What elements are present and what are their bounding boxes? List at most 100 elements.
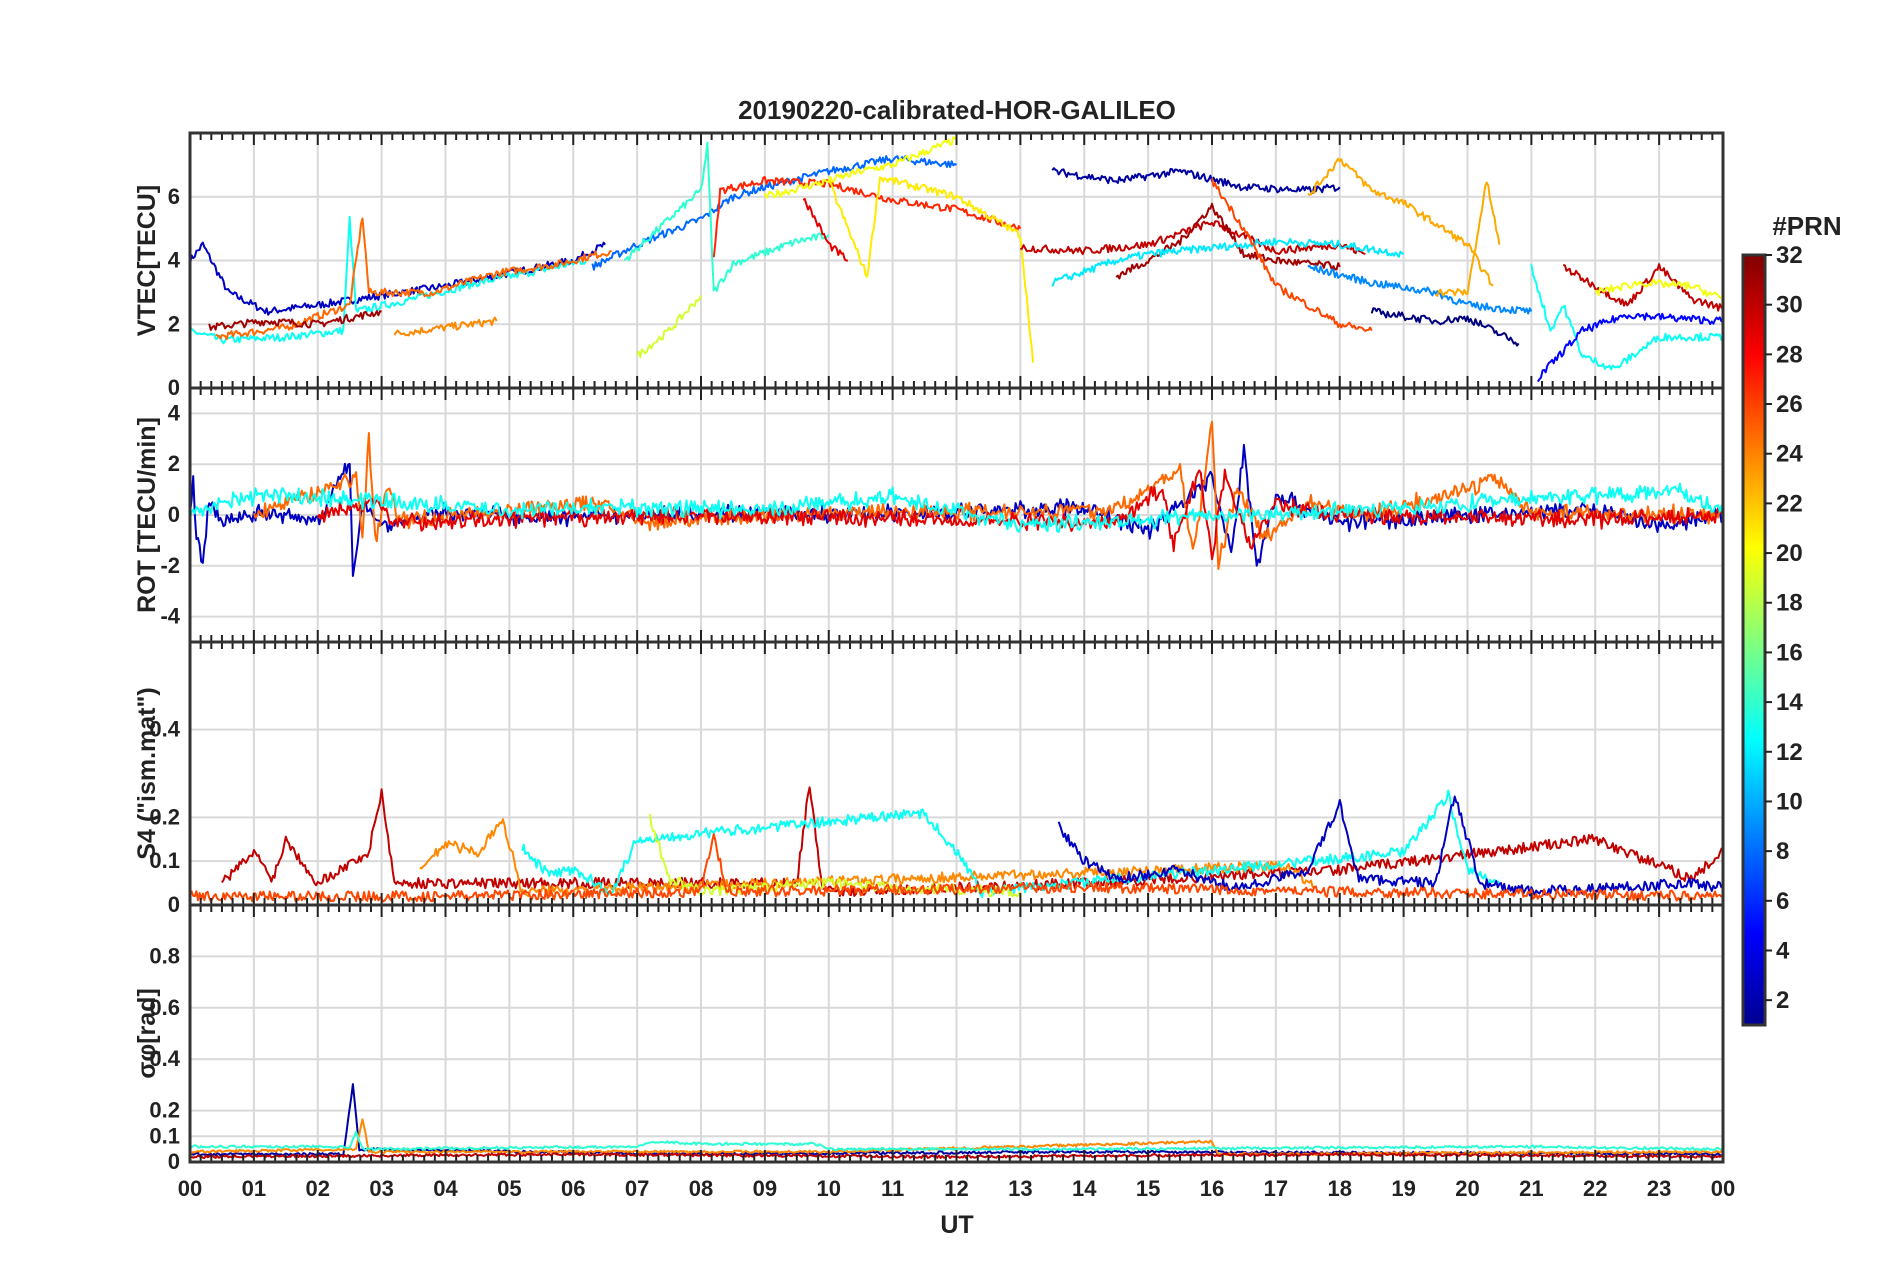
x-tick-label: 13 <box>1008 1176 1032 1201</box>
colorbar-tick-label: 28 <box>1776 341 1803 368</box>
x-tick-label: 14 <box>1072 1176 1097 1201</box>
y-axis-label-rot: ROT [TECU/min] <box>133 417 161 613</box>
series-line-prn-23 <box>1434 181 1501 297</box>
panel-vtec: 0 2 4 6 VTEC[TECU] <box>133 131 1725 400</box>
series-line-prn-13 <box>190 215 587 345</box>
y-tick-label: 2 <box>168 311 180 336</box>
series-line-prn-13 <box>521 789 1501 898</box>
y-tick-label: 0 <box>168 1149 180 1174</box>
x-tick-label: 09 <box>753 1176 777 1201</box>
colorbar-tick-label: 8 <box>1776 838 1789 865</box>
y-tick-label: 0.1 <box>149 848 180 873</box>
x-tick-label: 20 <box>1455 1176 1479 1201</box>
x-tick-label: 17 <box>1264 1176 1288 1201</box>
colorbar-tick-label: 18 <box>1776 590 1803 617</box>
series-line-prn-25 <box>215 217 612 341</box>
x-tick-label: 18 <box>1328 1176 1352 1201</box>
series-line-prn-5 <box>1536 312 1723 383</box>
y-tick-label: 6 <box>168 184 180 209</box>
x-tick-label: 10 <box>817 1176 841 1201</box>
colorbar-tick-label: 16 <box>1776 639 1803 666</box>
y-axis-label-s4: S4 ("ism.mat") <box>133 687 161 859</box>
x-tick-label: 16 <box>1200 1176 1224 1201</box>
series-line-prn-13 <box>1530 264 1723 371</box>
x-tick-label: 07 <box>625 1176 649 1201</box>
series-line-prn-19 <box>636 295 702 359</box>
x-tick-label: 02 <box>306 1176 330 1201</box>
series-line-prn-8 <box>591 155 957 271</box>
panel-rot: -4 -2 0 2 4 ROT [TECU/min] <box>133 386 1725 644</box>
x-tick-label: 19 <box>1391 1176 1415 1201</box>
series-line-prn-13 <box>190 482 1723 533</box>
colorbar-tick-label: 22 <box>1776 490 1803 517</box>
y-tick-label: 0.4 <box>149 1046 180 1071</box>
series-line-prn-14 <box>190 1130 1723 1152</box>
y-axis-label-sigphi: σφ[rad] <box>133 988 161 1079</box>
x-tick-label: 22 <box>1583 1176 1607 1201</box>
series-line-prn-30 <box>1562 263 1723 312</box>
series-line-prn-9 <box>1307 264 1533 315</box>
y-axis-label-vtec: VTEC[TECU] <box>133 185 161 336</box>
colorbar-tick-label: 20 <box>1776 540 1803 567</box>
colorbar-tick-label: 14 <box>1776 689 1803 716</box>
y-tick-label: 0 <box>168 892 180 917</box>
colorbar-tick-label: 32 <box>1776 242 1803 269</box>
y-tick-label: 0.2 <box>149 804 180 829</box>
x-tick-label: 04 <box>433 1176 458 1201</box>
series-line-prn-27 <box>712 176 1022 258</box>
panel-frame <box>188 903 1725 1164</box>
colorbar-tick-label: 24 <box>1776 441 1803 468</box>
y-tick-label: 4 <box>168 248 181 273</box>
panel-sigphi: 00.10.2 0.4 0.6 0.8 σφ[rad] <box>133 903 1725 1174</box>
y-tick-label: 0.2 <box>149 1098 180 1123</box>
x-tick-label: 23 <box>1647 1176 1671 1201</box>
x-tick-label: 03 <box>369 1176 393 1201</box>
x-tick-label: 05 <box>497 1176 521 1201</box>
y-tick-label: 2 <box>168 451 180 476</box>
x-tick-label: 06 <box>561 1176 585 1201</box>
y-tick-label: -4 <box>160 604 180 629</box>
series-line-prn-21 <box>828 176 1035 363</box>
y-tick-label: 0 <box>168 502 180 527</box>
series-line-prn-20 <box>1594 279 1723 300</box>
x-tick-label: 15 <box>1136 1176 1160 1201</box>
series-group <box>190 420 1723 577</box>
x-tick-label: 00 <box>178 1176 202 1201</box>
panel-s4: 0 0.1 0.2 0.4S4 ("ism.mat") <box>133 640 1725 917</box>
series-line-prn-25 <box>252 420 1723 570</box>
series-line-prn-3 <box>190 241 606 316</box>
colorbar-tick-label: 30 <box>1776 292 1803 319</box>
y-tick-label: 4 <box>168 400 181 425</box>
chart-title: 20190220-calibrated-HOR-GALILEO <box>738 95 1176 125</box>
series-line-prn-2 <box>1051 167 1341 194</box>
y-tick-label: 0.6 <box>149 995 180 1020</box>
series-line-prn-31 <box>1115 202 1341 280</box>
colorbar-tick-label: 6 <box>1776 888 1789 915</box>
series-line-prn-3 <box>1057 795 1723 897</box>
series-line-prn-24 <box>393 316 498 337</box>
series-line-prn-29 <box>802 197 848 262</box>
series-line-prn-31 <box>208 310 382 331</box>
colorbar-tick-label: 12 <box>1776 739 1803 766</box>
colorbar-title: #PRN <box>1772 211 1841 241</box>
series-line-prn-12 <box>1051 237 1405 287</box>
x-tick-label: 00 <box>1711 1176 1735 1201</box>
x-tick-label: 12 <box>944 1176 968 1201</box>
y-tick-label: 0.8 <box>149 943 180 968</box>
x-tick-label: 01 <box>242 1176 266 1201</box>
y-tick-label: -2 <box>160 553 180 578</box>
colorbar-tick-label: 4 <box>1776 937 1790 964</box>
x-tick-label: 11 <box>881 1176 904 1201</box>
colorbar-tick-label: 10 <box>1776 788 1803 815</box>
y-tick-label: 0.4 <box>149 717 180 742</box>
colorbar-gradient <box>1741 253 1767 1027</box>
x-tick-label: 08 <box>689 1176 713 1201</box>
x-tick-label: 21 <box>1519 1176 1543 1201</box>
series-line-prn-26 <box>1211 178 1373 332</box>
series-line-prn-14 <box>623 141 830 292</box>
y-tick-label: 0 <box>168 375 180 400</box>
colorbar-tick-label: 2 <box>1776 987 1789 1014</box>
